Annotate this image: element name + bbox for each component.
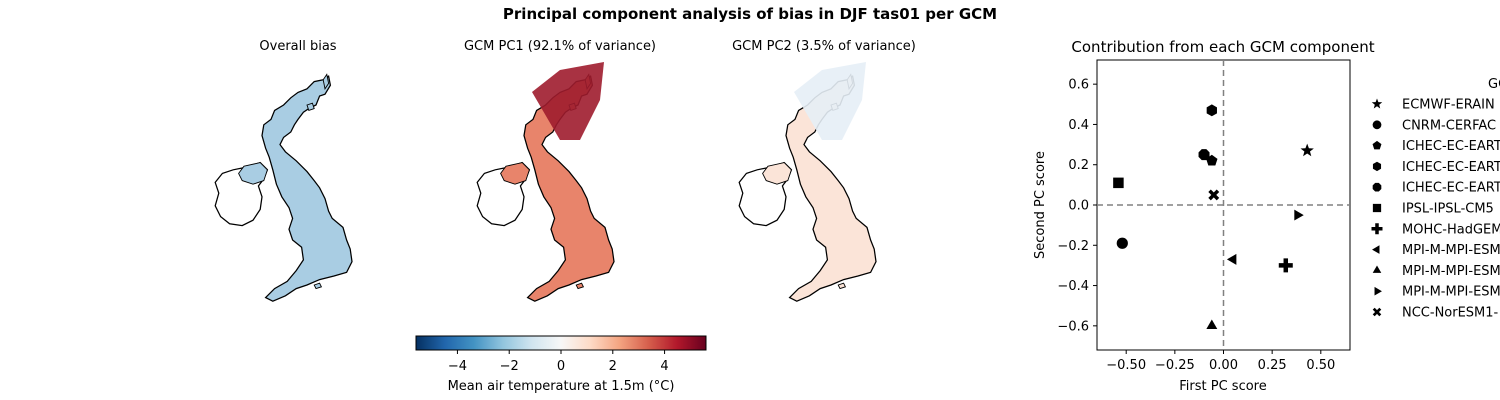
- scatter-point-hexagon: [1206, 104, 1217, 117]
- legend-marker-square: [1372, 203, 1382, 213]
- map-panel-overall: [214, 73, 353, 302]
- pc2-scotland-tint: [794, 62, 866, 140]
- legend-marker-circle: [1372, 120, 1382, 130]
- reference-lines: [1097, 60, 1350, 350]
- map-panel-pc2: [738, 62, 877, 302]
- legend-marker-triangle-up: [1372, 265, 1382, 273]
- scatter-point-triangle-up: [1206, 319, 1218, 329]
- map-title-pc2: GCM PC2 (3.5% of variance): [732, 39, 916, 54]
- colorbar-tick-label: 2: [609, 359, 617, 374]
- legend-marker-triangle-left: [1372, 245, 1380, 254]
- legend-marker-hexagon: [1372, 161, 1382, 172]
- legend-label: ICHEC-EC-EART: [1402, 181, 1500, 196]
- legend-marker-pentagon: [1372, 140, 1382, 150]
- scatter-point-plus: [1278, 258, 1293, 273]
- scatter-points: [1113, 104, 1314, 329]
- legend-items: ECMWF-ERAIN CNRM-CERFAC ICHEC-EC-EART ICHEC…: [1371, 98, 1500, 321]
- colorbar-tick-label: −4: [448, 359, 467, 374]
- scatter-point-triangle-left: [1226, 253, 1237, 265]
- x-tick-label: 0.25: [1258, 358, 1287, 373]
- legend-label: ICHEC-EC-EART: [1402, 139, 1500, 154]
- map-title-overall: Overall bias: [259, 39, 337, 54]
- legend-marker-triangle-right: [1374, 286, 1382, 296]
- scatter-point-x: [1208, 189, 1220, 201]
- legend-marker-plus: [1371, 223, 1383, 235]
- scatter-point-square: [1113, 177, 1124, 189]
- y-tick-label: 0.4: [1068, 118, 1089, 133]
- colorbar-tick-label: 0: [557, 359, 565, 374]
- y-tick-label: −0.4: [1057, 279, 1089, 294]
- legend-label: MPI-M-MPI-ESM: [1402, 285, 1500, 300]
- colorbar-tick-label: −2: [500, 359, 519, 374]
- x-tick-label: 0.00: [1209, 358, 1238, 373]
- legend-label: NCC-NorESM1-: [1402, 306, 1499, 321]
- legend-label: IPSL-IPSL-CM5: [1402, 202, 1494, 217]
- y-tick-label: 0.2: [1068, 158, 1089, 173]
- y-tick-label: 0.6: [1068, 78, 1089, 93]
- legend-label: CNRM-CERFAC: [1402, 118, 1496, 133]
- legend-label: MOHC-HadGEM: [1402, 222, 1500, 237]
- colorbar-fill: [415, 335, 707, 351]
- colorbar: −4 −2 0 2 4 Mean air temperature at 1.5m (°C…: [415, 335, 707, 394]
- y-tick-label: −0.2: [1057, 239, 1089, 254]
- legend-marker-x: [1372, 307, 1382, 317]
- y-tick-label: −0.6: [1057, 319, 1089, 334]
- scatter-ticks: −0.50 −0.25 0.00 0.25 0.50 −0.6 −0.4 −0.2 0.0 0.2…: [1057, 78, 1335, 373]
- x-tick-label: −0.25: [1155, 358, 1195, 373]
- pc1-scotland-high: [532, 62, 604, 140]
- scatter-point-circle: [1116, 237, 1128, 249]
- legend: GC ECMWF-ERAIN CNRM-CERFAC ICHEC-EC-EART IC…: [1371, 77, 1500, 321]
- colorbar-label: Mean air temperature at 1.5m (°C): [448, 379, 675, 394]
- scatter-point-triangle-right: [1294, 209, 1304, 221]
- legend-label: MPI-M-MPI-ESM: [1402, 264, 1500, 279]
- x-tick-label: 0.50: [1306, 358, 1335, 373]
- y-tick-label: 0.0: [1068, 199, 1089, 214]
- scatter-xlabel: First PC score: [1179, 379, 1266, 394]
- legend-label: MPI-M-MPI-ESM: [1402, 243, 1500, 258]
- scatter-point-star: [1300, 143, 1314, 157]
- legend-label: ICHEC-EC-EART: [1402, 160, 1500, 175]
- map-panel-pc1: [476, 62, 615, 302]
- legend-label: ECMWF-ERAIN: [1402, 98, 1495, 113]
- x-tick-label: −0.50: [1106, 358, 1146, 373]
- scatter-ylabel: Second PC score: [1033, 151, 1048, 259]
- legend-marker-octagon: [1372, 182, 1382, 192]
- legend-marker-star: [1371, 98, 1383, 109]
- scatter-point-octagon: [1198, 149, 1210, 161]
- colorbar-ticks: −4 −2 0 2 4: [448, 350, 669, 374]
- colorbar-tick-label: 4: [660, 359, 668, 374]
- scatter-title: Contribution from each GCM component: [1071, 38, 1374, 56]
- figure-title: Principal component analysis of bias in …: [502, 5, 998, 23]
- legend-title: GC: [1488, 77, 1500, 92]
- map-title-pc1: GCM PC1 (92.1% of variance): [463, 39, 657, 54]
